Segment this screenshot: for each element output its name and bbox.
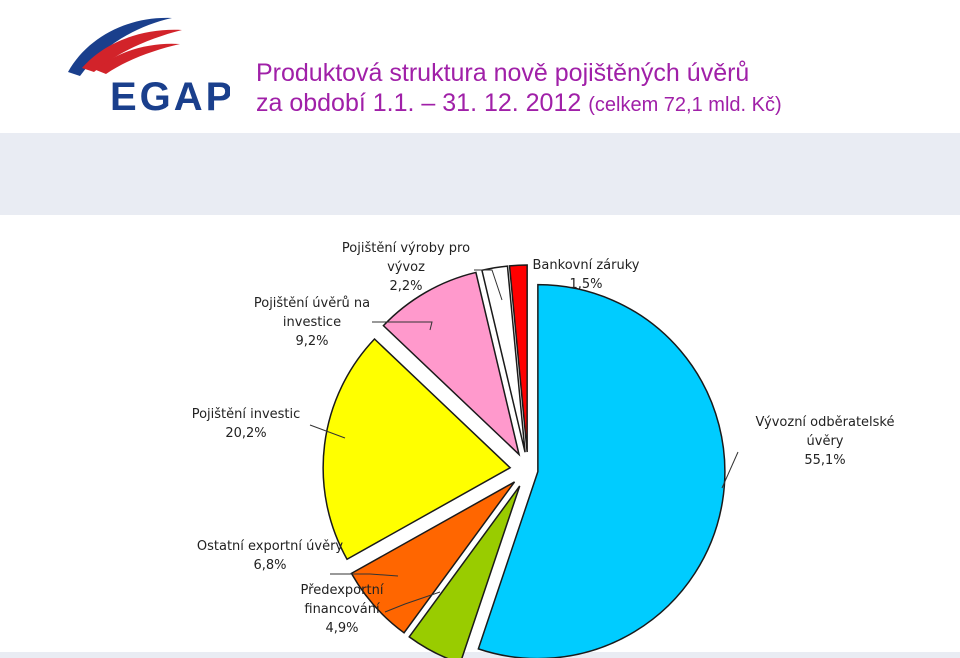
slice-category-label-2: financování xyxy=(304,602,380,617)
logo-text: EGAP xyxy=(110,75,230,116)
title-period: za období 1.1. – 31. 12. 2012 xyxy=(256,89,582,117)
header-band xyxy=(0,133,960,215)
slice-value-label-2: 4,9% xyxy=(325,621,358,636)
logo-swoosh-red-1 xyxy=(82,29,182,72)
slice-value-label-5: 9,2% xyxy=(295,334,328,349)
title-line-2: za období 1.1. – 31. 12. 2012 (celkem 72… xyxy=(256,88,946,120)
egap-logo: EGAP xyxy=(68,17,230,116)
pie-slice-7 xyxy=(508,264,528,453)
slice-category-label-4: Pojištění investic xyxy=(192,407,301,422)
slice-category-label-6: vývoz xyxy=(387,260,425,275)
slice-category-label-5: Pojištění úvěrů na xyxy=(254,296,370,311)
logo-swoosh-blue xyxy=(68,17,172,76)
leader-line-6 xyxy=(474,269,503,301)
slice-category-label-3: Ostatní exportní úvěry xyxy=(197,539,344,554)
title-line-1: Produktová struktura nově pojištěných úv… xyxy=(256,59,750,87)
slice-value-label-4: 20,2% xyxy=(225,426,266,441)
leader-lines xyxy=(309,269,739,613)
logo-swoosh-red-2 xyxy=(96,43,180,74)
title-total: (celkem 72,1 mld. Kč) xyxy=(588,94,782,116)
leader-line-4 xyxy=(309,424,346,439)
leader-line-1 xyxy=(721,451,739,489)
footer-band xyxy=(0,652,960,658)
pie-slice-2 xyxy=(408,485,521,658)
slice-category-label-1: Vývozní odběratelské xyxy=(755,415,894,430)
slice-value-label-1: 55,1% xyxy=(804,453,845,468)
slice-labels: Vývozní odběratelské úvěry 55,1% Předexport… xyxy=(192,241,895,636)
slice-category-label-6: Pojištění výroby pro xyxy=(342,241,470,256)
slice-value-label-7: 1,5% xyxy=(569,277,602,292)
slice-value-label-3: 6,8% xyxy=(253,558,286,573)
pie-slices xyxy=(322,264,726,658)
slice-category-label-7: Bankovní záruky xyxy=(533,258,640,273)
leader-line-3 xyxy=(330,573,399,577)
slice-category-label-5: investice xyxy=(283,315,341,330)
slice-category-label-2: Předexportní xyxy=(301,583,384,598)
page-title: Produktová struktura nově pojištěných úv… xyxy=(256,58,946,120)
slice-value-label-6: 2,2% xyxy=(389,279,422,294)
pie-slice-1 xyxy=(477,283,726,658)
pie-slice-4 xyxy=(322,337,512,561)
pie-slice-3 xyxy=(350,481,516,634)
leader-line-2 xyxy=(384,591,441,613)
leader-line-5 xyxy=(372,321,433,331)
slice-category-label-1: úvěry xyxy=(807,434,844,449)
pie-slice-5 xyxy=(382,271,521,457)
